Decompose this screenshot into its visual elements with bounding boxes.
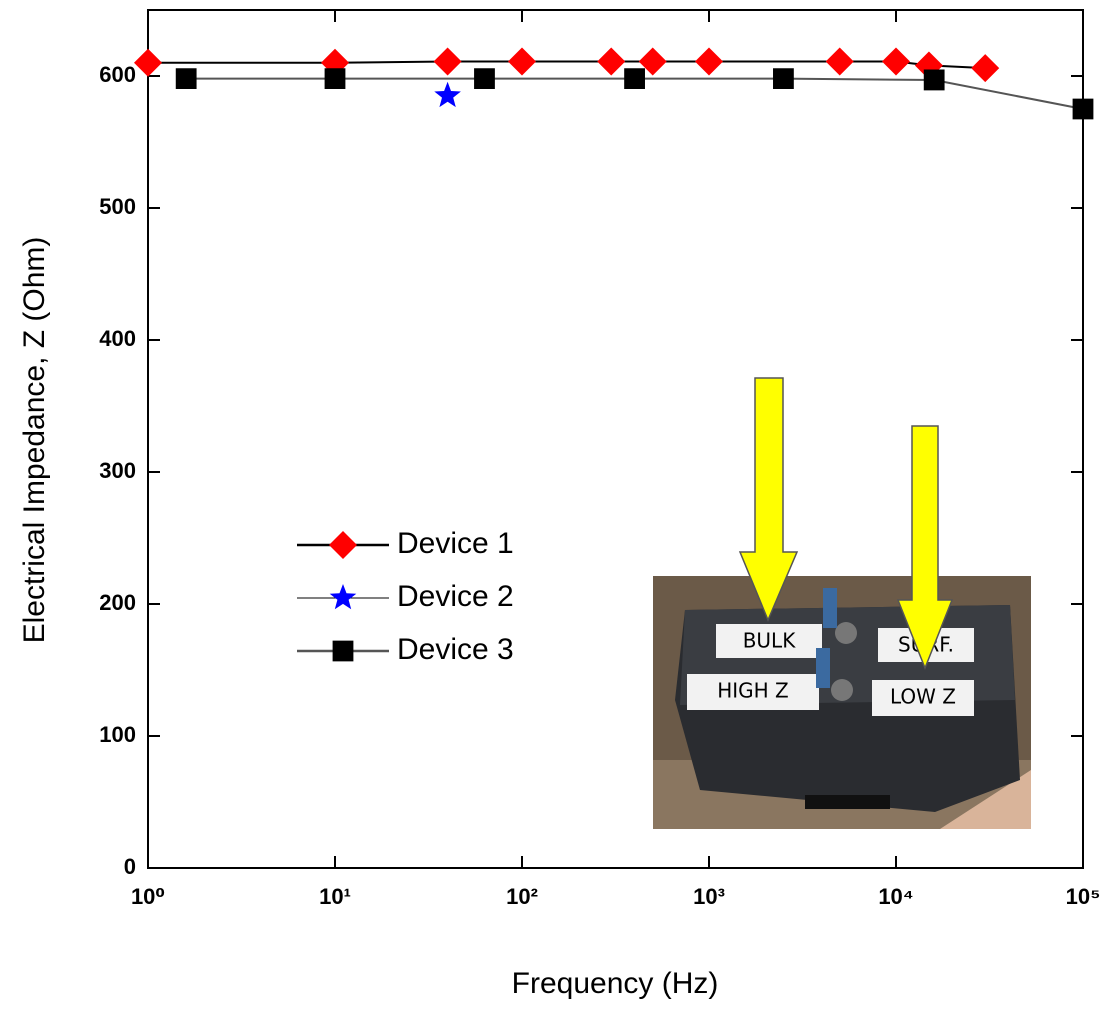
diamond-marker (508, 47, 536, 76)
photo-finger (940, 770, 1031, 829)
arrow (738, 377, 799, 622)
star-marker (329, 584, 357, 610)
y-tick-label: 0 (124, 854, 136, 879)
diamond-marker (433, 47, 462, 76)
square-marker (624, 68, 645, 90)
y-tick-label: 200 (99, 590, 136, 615)
diamond-marker (695, 47, 723, 76)
y-tick-label: 600 (99, 62, 136, 87)
square-marker (175, 68, 197, 90)
diamond-marker (638, 47, 667, 76)
photo-switch (831, 679, 853, 701)
photo-label-bg (716, 624, 822, 658)
x-tick-label: 10⁰ (131, 884, 165, 909)
square-marker (773, 68, 794, 90)
y-tick-label: 300 (99, 458, 136, 483)
square-marker (1072, 98, 1094, 120)
diamond-marker (971, 54, 1000, 83)
photo-switch-lever (816, 648, 830, 688)
legend-label: Device 2 (397, 580, 514, 613)
x-tick-label: 10⁴ (878, 884, 913, 909)
diamond-marker (329, 531, 357, 559)
x-tick-label: 10³ (693, 884, 725, 909)
diamond-marker (321, 48, 349, 77)
series-line (148, 60, 986, 70)
square-marker (324, 68, 346, 90)
plot-frame (147, 9, 1084, 869)
photo-switch-lever (823, 588, 837, 628)
square-marker (474, 68, 495, 90)
legend-label: Device 3 (397, 633, 514, 666)
x-axis-title: Frequency (Hz) (512, 967, 719, 1000)
diamond-marker (134, 48, 162, 77)
inset-photo: BULK SURF. HIGH Z LOW Z (653, 377, 1031, 829)
x-tick-label: 10¹ (319, 884, 351, 909)
inset-label: HIGH Z (717, 679, 789, 703)
photo-label-bg (872, 680, 974, 716)
x-tick-label: 10⁵ (1066, 884, 1101, 909)
diamond-marker (825, 47, 854, 76)
y-tick-label: 500 (99, 194, 136, 219)
x-tick-label: 10² (506, 884, 538, 909)
arrow (896, 425, 954, 671)
photo-switch (835, 622, 857, 644)
square-marker (332, 640, 354, 662)
star-marker (434, 81, 461, 108)
legend-label: Device 1 (397, 527, 514, 560)
y-tick-label: 400 (99, 326, 136, 351)
y-tick-label: 100 (99, 722, 136, 747)
photo-label-bg (687, 674, 819, 710)
inset-label: LOW Z (890, 685, 956, 709)
diamond-marker (597, 47, 626, 76)
y-axis-title: Electrical Impedance, Z (Ohm) (18, 237, 51, 644)
photo-slot (805, 795, 890, 809)
diamond-marker (882, 47, 910, 76)
square-marker (923, 69, 945, 91)
inset-label: BULK (743, 629, 797, 653)
